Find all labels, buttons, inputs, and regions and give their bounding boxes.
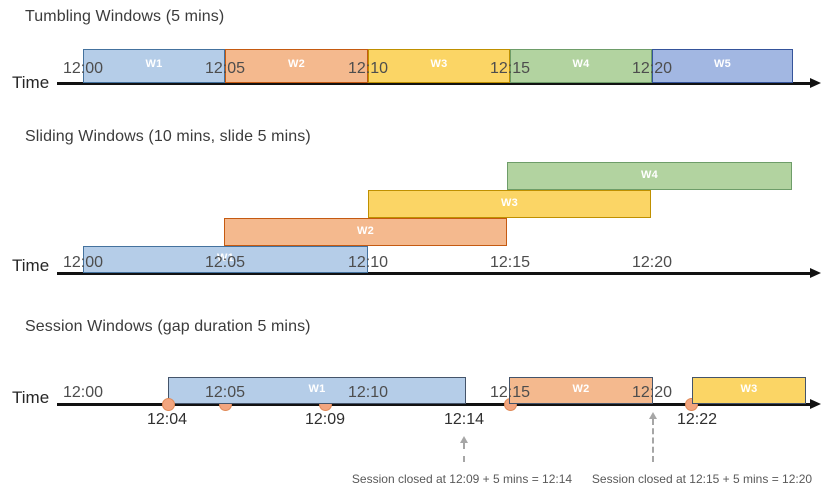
tick-label: 12:20 (631, 60, 673, 77)
window-label: W5 (713, 58, 732, 71)
tick-label: 12:20 (631, 254, 673, 271)
session-close-note: Session closed at 12:09 + 5 mins = 12:14 (351, 472, 573, 486)
window-bar-sliding-w3: W3 (368, 190, 651, 218)
arrow-up-head-icon (459, 436, 468, 443)
window-label: W2 (356, 224, 375, 237)
window-label: W3 (500, 196, 519, 209)
tick-label: 12:00 (62, 384, 104, 401)
section-title-sliding: Sliding Windows (10 mins, slide 5 mins) (25, 128, 311, 145)
window-bar-sliding-w2: W2 (224, 218, 507, 246)
tick-label: 12:10 (347, 60, 389, 77)
session-close-arrow-icon (648, 412, 657, 462)
window-label: W2 (572, 383, 590, 396)
window-bar-tumbling-w2: W2 (225, 49, 368, 83)
time-axis-sliding (57, 272, 811, 275)
time-axis-arrowhead-icon-sliding (810, 267, 821, 278)
window-bar-session-w2: W2 (509, 377, 653, 404)
window-label: W3 (430, 58, 448, 71)
window-bar-session-w1: W1 (168, 377, 466, 404)
tick-label: 12:15 (489, 254, 531, 271)
time-axis-label-session: Time (12, 388, 50, 407)
window-bar-sliding-w1: W1 (83, 246, 368, 273)
session-close-arrow-icon (459, 436, 468, 462)
time-axis-session (57, 403, 811, 406)
session-close-note: Session closed at 12:15 + 5 mins = 12:20 (591, 472, 813, 486)
window-label: W1 (145, 58, 163, 71)
event-time-label: 12:04 (146, 411, 188, 428)
window-label: W4 (640, 168, 659, 181)
event-time-label: 12:22 (676, 411, 718, 428)
tick-label: 12:05 (204, 60, 246, 77)
tick-label: 12:00 (62, 254, 104, 271)
time-axis-arrowhead-icon-session (810, 398, 821, 409)
window-bar-tumbling-w3: W3 (368, 49, 510, 83)
window-bar-sliding-w4: W4 (507, 162, 792, 190)
time-axis-tumbling (57, 82, 811, 85)
event-dot (161, 397, 175, 411)
tick-label: 12:10 (347, 254, 389, 271)
arrow-dashed-shaft (652, 419, 654, 462)
tick-label: 12:15 (489, 60, 531, 77)
section-title-tumbling: Tumbling Windows (5 mins) (25, 8, 225, 25)
window-label: W4 (572, 58, 590, 71)
tick-label: 12:05 (204, 254, 246, 271)
tick-label: 12:10 (347, 384, 389, 401)
time-axis-arrowhead-icon-tumbling (810, 77, 821, 88)
arrow-up-head-icon (648, 412, 657, 419)
time-axis-label-sliding: Time (12, 256, 50, 275)
section-title-session: Session Windows (gap duration 5 mins) (25, 318, 311, 335)
window-bar-session-w3: W3 (692, 377, 806, 404)
tick-label: 12:00 (62, 60, 104, 77)
window-bar-tumbling-w4: W4 (510, 49, 652, 83)
event-time-label: 12:09 (304, 411, 346, 428)
window-bar-tumbling-w1: W1 (83, 49, 225, 83)
window-label: W1 (308, 383, 326, 396)
tick-label: 12:05 (204, 384, 246, 401)
window-label: W3 (740, 383, 758, 396)
tick-label: 12:15 (489, 384, 531, 401)
window-label: W2 (287, 58, 306, 71)
event-time-label: 12:14 (443, 411, 485, 428)
window-label: W1 (216, 252, 235, 265)
tick-label: 12:20 (631, 384, 673, 401)
time-axis-label-tumbling: Time (12, 73, 50, 92)
window-bar-tumbling-w5: W5 (652, 49, 793, 83)
arrow-dashed-shaft (463, 443, 465, 462)
